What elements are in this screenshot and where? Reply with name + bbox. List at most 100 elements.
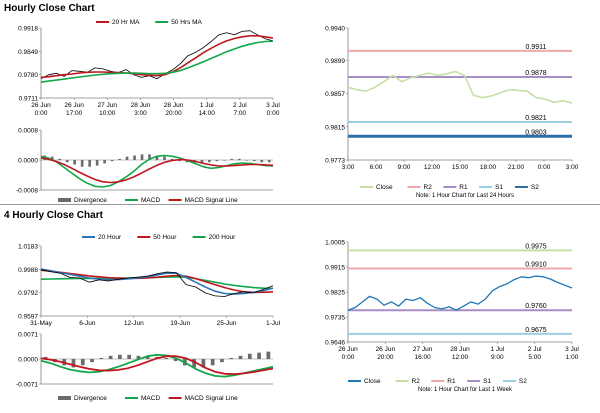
hourly-macd-divergence-bar [215, 160, 219, 162]
hourly-pivots-legend-label: S2 [531, 184, 539, 191]
4hourly-pivots-s1_4h-level-label: 0.9760 [525, 303, 547, 310]
hourly-macd-divergence-bar [200, 160, 204, 164]
hourly-macd-divergence-bar [230, 158, 234, 160]
hourly-price-xtick-label: 2 Jul 7:00 [233, 102, 247, 117]
4hourly-macd-divergence-bar [90, 359, 94, 363]
hourly-price-xtick-label: 28 Jun 3:00 [131, 102, 151, 117]
4hourly-price-xtick-label: 25-Jun [217, 320, 237, 327]
4hourly-pivots-xtick-label: 27 Jun 16:00 [413, 346, 433, 361]
hourly-macd-ytick-label: 0.0000 [18, 158, 38, 165]
hourly-macd-macd-line [40, 154, 274, 188]
section-divider [0, 204, 600, 205]
hourly-macd-divergence-bar [50, 156, 54, 160]
4hourly-macd-ytick-label: 0.0071 [18, 332, 38, 339]
hourly-macd-divergence-bar [238, 158, 241, 160]
hourly-pivots-ytick-label: 0.9815 [325, 124, 345, 131]
hourly-macd-divergence-bar [118, 158, 121, 160]
hourly-macd-divergence-bar [133, 155, 136, 160]
hourly-macd-chart: 0.0008 0.0000 -0.0008 Divergence MACD MACD Si… [16, 128, 274, 204]
four-hourly-section-title: 4 Hourly Close Chart [4, 210, 103, 221]
4hourly-macd-divergence-bar [80, 359, 85, 366]
4hourly-macd-divergence-bar [210, 359, 215, 366]
hourly-price-ytick-label: 0.9780 [18, 72, 38, 79]
4hourly-pivots-xtick-label: 26 Jun 20:00 [376, 346, 396, 361]
4hourly-macd-divergence-bar [108, 355, 113, 359]
4hourly-macd-divergence-bar [229, 357, 234, 359]
4hourly-price-ytick-label: 0.9792 [18, 290, 38, 297]
hourly-price-ytick-label: 0.9849 [18, 49, 38, 56]
hourly-price-xtick-label: 26 Jun 0:00 [31, 102, 51, 117]
hourly-pivots-legend-label: R2 [424, 184, 433, 191]
4hourly-macd-legend-label: MACD Signal Line [185, 395, 238, 402]
4hourly-macd-legend-label: MACD [141, 395, 160, 402]
4hourly-macd-divergence-bar [43, 356, 48, 359]
4hourly-macd-divergence-bar [173, 359, 178, 362]
4hourly-price-close-line [40, 269, 274, 297]
4hourly-pivots-xtick-label: 1 Jul 9:00 [490, 346, 504, 361]
hourly-price-close-line [40, 30, 274, 80]
4hourly-price-xtick-label: 12-Jun [124, 320, 144, 327]
hourly-price-xtick-label: 28 Jun 20:00 [164, 102, 184, 117]
4hourly-macd-divergence-bar [136, 355, 141, 359]
hourly-pivots-legend-label: Close [376, 184, 393, 191]
hourly-macd-divergence-bar [267, 160, 271, 163]
4hourly-price-ytick-label: 0.9988 [18, 267, 38, 274]
4hourly-pivots-ytick-label: 0.9646 [325, 340, 345, 347]
hourly-macd-ytick-label: -0.0008 [16, 188, 38, 195]
4hourly-macd-signal-line [40, 355, 274, 375]
4hourly-macd-divergence-bar [238, 355, 243, 359]
hourly-price-ytick-label: 0.9711 [19, 96, 39, 103]
hourly-macd-divergence-bar [155, 155, 159, 160]
4hourly-price-ytick-label: 1.0183 [18, 244, 38, 251]
4hourly-macd-divergence-bar [247, 353, 252, 359]
hourly-macd-divergence-bar [245, 160, 249, 161]
4hourly-pivots-xtick-label: 26 Jun 0:00 [338, 346, 358, 361]
4hourly-pivots-xtick-label: 28 Jun 12:00 [450, 346, 470, 361]
4hourly-macd-divergence-bar [127, 354, 132, 359]
hourly-price-xtick-label: 26 Jun 17:00 [64, 102, 84, 117]
4hourly-pivots-ytick-label: 0.9825 [325, 290, 345, 297]
4hourly-price-xtick-label: 6-Jun [79, 320, 96, 327]
hourly-pivots-xtick-label: 21:00 [508, 164, 525, 171]
hourly-pivots-xtick-label: 6:00 [370, 164, 383, 171]
hourly-pivots-ytick-label: 0.9899 [325, 58, 345, 65]
4hourly-pivots-ytick-label: 0.9915 [325, 265, 345, 272]
four-hourly-macd-chart: 0.0071 0.0000 -0.0071 Divergence MACD MACD Si… [16, 332, 274, 402]
4hourly-pivots-legend-label: S2 [519, 378, 527, 385]
4hourly-macd-divergence-bar [99, 357, 104, 359]
4hourly-price-xtick-label: 31-May [30, 320, 52, 327]
hourly-pivots-xtick-label: 15:00 [452, 164, 469, 171]
hourly-macd-divergence-bar [140, 154, 144, 160]
hourly-section-title: Hourly Close Chart [4, 3, 95, 14]
4hourly-macd-ytick-label: -0.0071 [16, 382, 38, 389]
hourly-macd-divergence-bar [178, 160, 181, 162]
hourly-pivots-ytick-label: 0.9940 [325, 26, 345, 33]
hourly-macd-legend-label: MACD [141, 197, 160, 204]
4hourly-pivots-s2_4h-level-label: 0.9675 [525, 327, 547, 334]
4hourly-macd-divergence-bar [266, 351, 271, 359]
4hourly-pivots-close-line [347, 275, 573, 311]
4hourly-price-legend-label: 50 Hour [153, 234, 177, 241]
hourly-macd-signal-line [40, 157, 274, 184]
hourly-price-ma20-line [40, 34, 274, 79]
hourly-pivots-xtick-label: 0:00 [538, 164, 551, 171]
hourly-macd-divergence-bar [223, 160, 226, 161]
hourly-pivots-s1-level-label: 0.9821 [525, 115, 547, 122]
hourly-macd-divergence-bar [252, 160, 256, 162]
4hourly-price-ma50-line [40, 269, 274, 294]
4hourly-macd-legend-label: Divergence [74, 395, 107, 402]
4hourly-pivots-ytick-label: 1.0005 [325, 240, 345, 247]
hourly-price-xtick-label: 3 Jul 0:00 [266, 102, 280, 117]
4hourly-price-xtick-label: 19-Jun [170, 320, 190, 327]
4hourly-price-ytick-label: 0.9597 [18, 314, 38, 321]
4hourly-macd-divergence-bar [192, 359, 196, 368]
4hourly-pivots-xtick-label: 3 Jul 1:00 [565, 346, 579, 361]
hourly-macd-divergence-bar [80, 160, 84, 167]
hourly-macd-divergence-bar [163, 156, 166, 160]
hourly-pivots-note: Note: 1 Hour Chart for Last 24 Hours [416, 193, 514, 199]
4hourly-pivots-r1_4h-level-label: 0.9910 [525, 261, 547, 268]
hourly-price-xtick-label: 1 Jul 14:00 [199, 102, 216, 117]
4hourly-pivots-legend-label: R2 [412, 378, 421, 385]
hourly-macd-divergence-bar [95, 160, 99, 166]
